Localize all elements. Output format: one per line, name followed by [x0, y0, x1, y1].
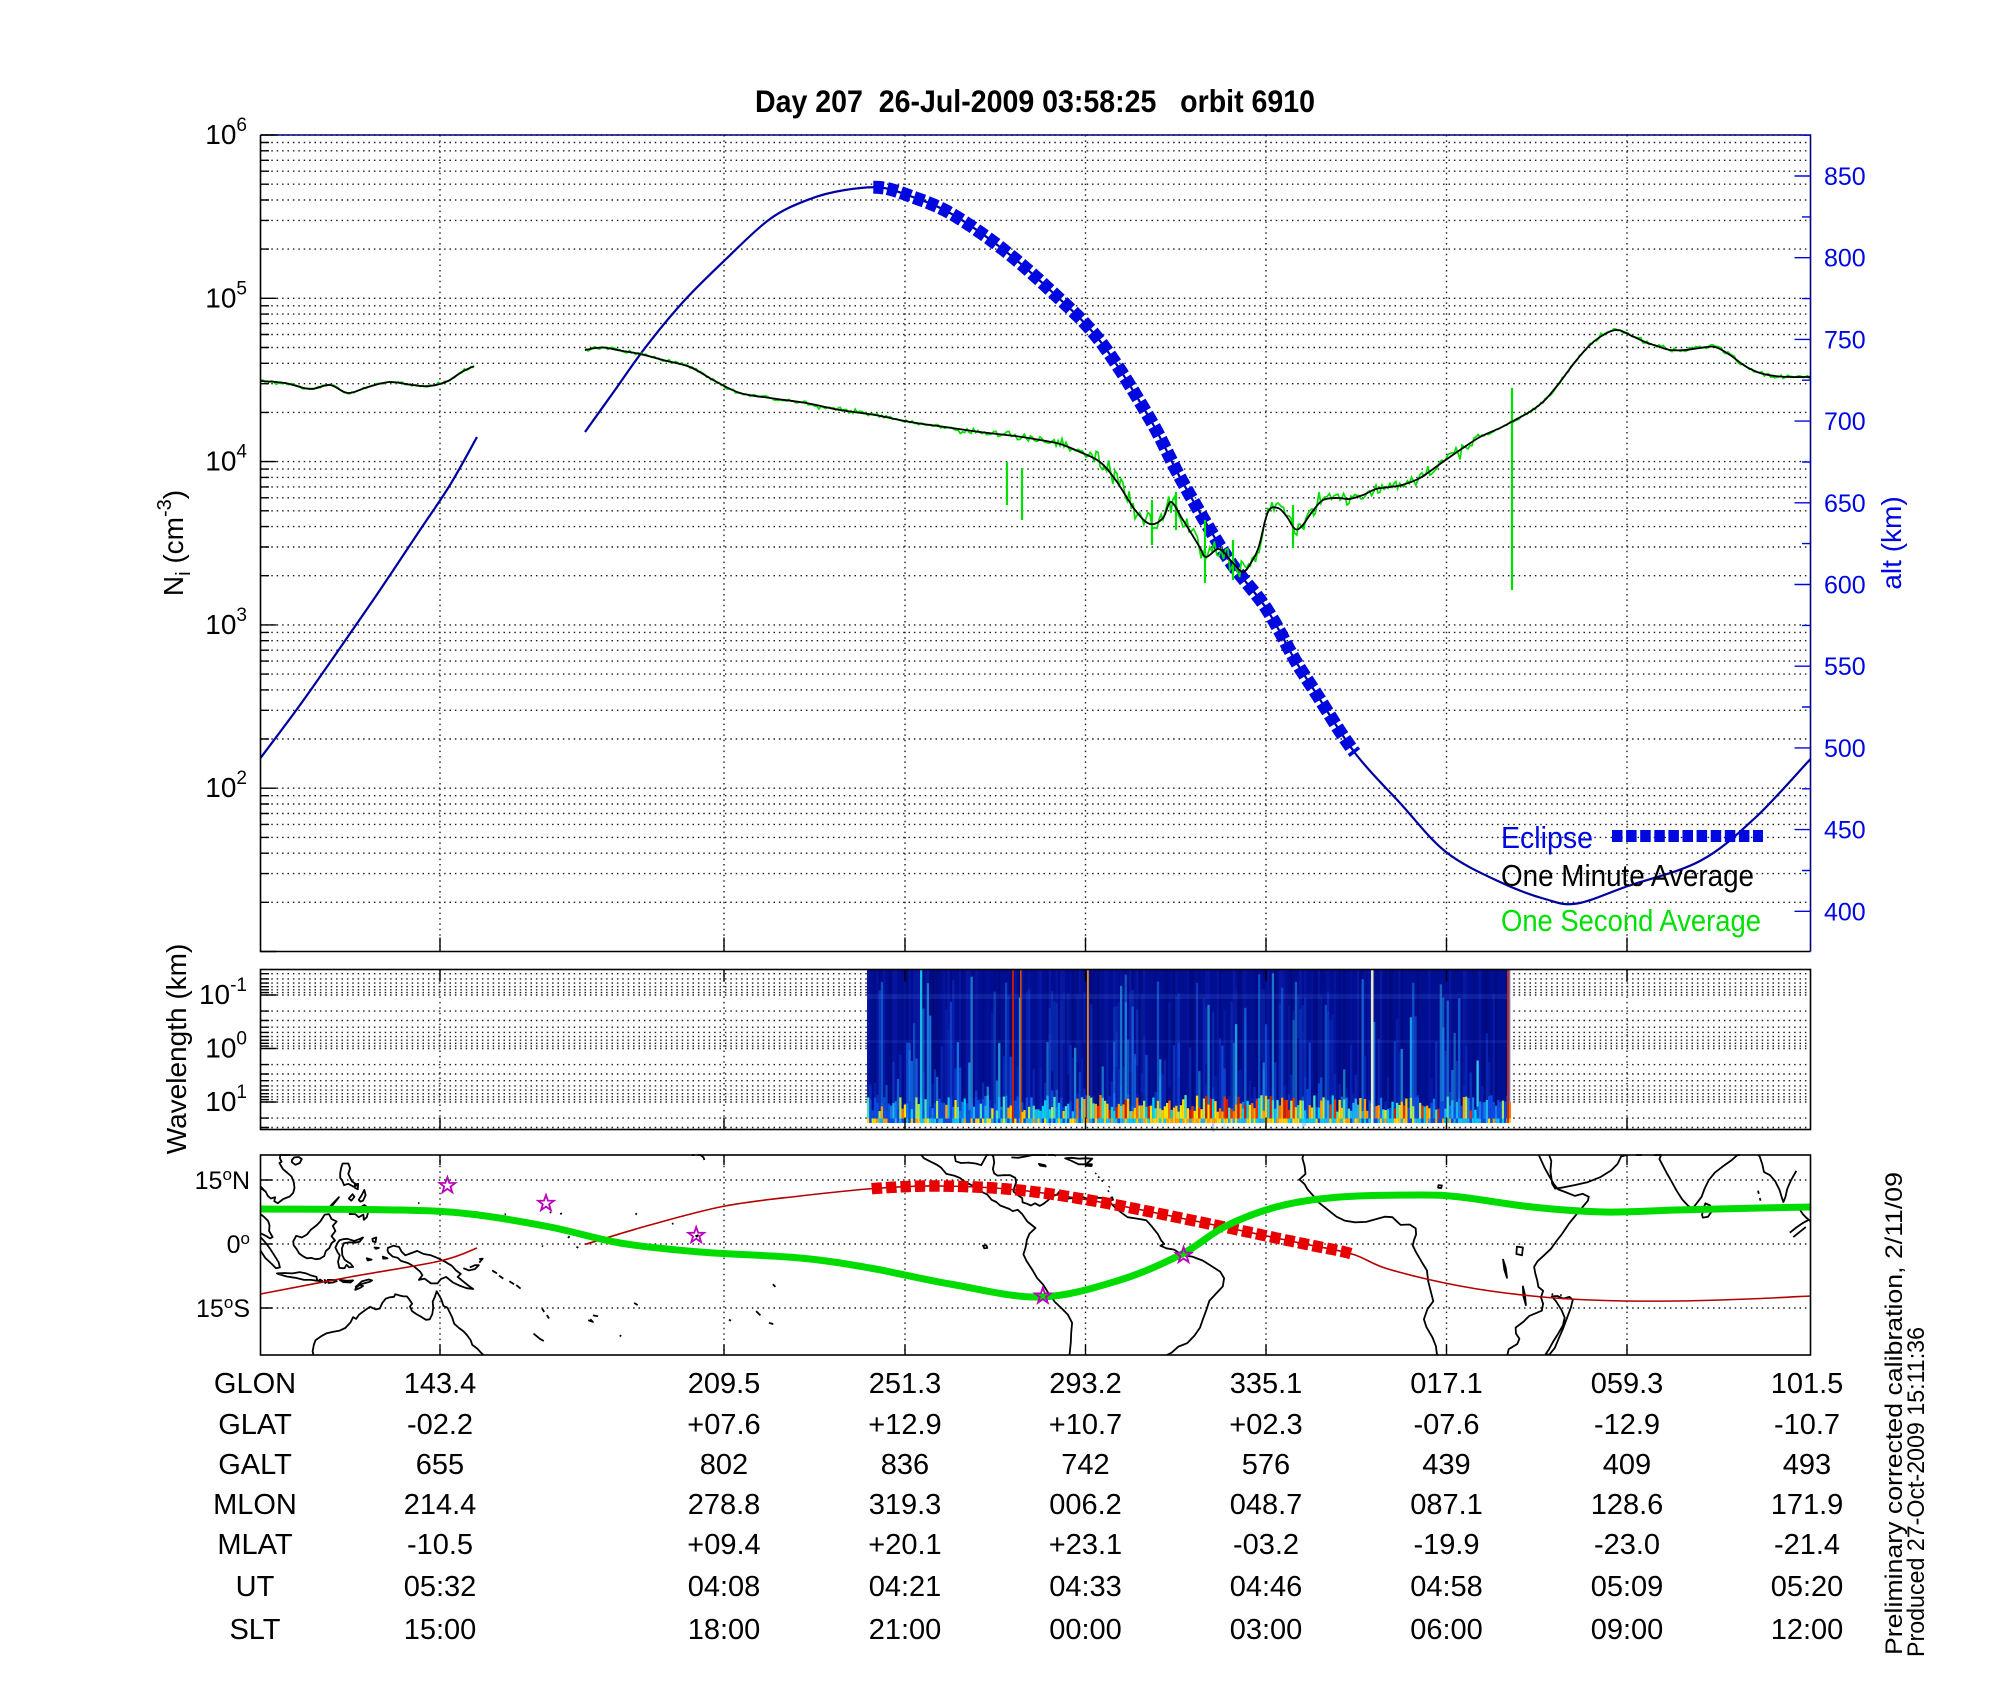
- svg-text:05:20: 05:20: [1771, 1571, 1844, 1603]
- svg-text:655: 655: [416, 1449, 464, 1481]
- svg-text:21:00: 21:00: [869, 1614, 942, 1646]
- svg-text:293.2: 293.2: [1049, 1368, 1122, 1400]
- svg-text:18:00: 18:00: [688, 1614, 761, 1646]
- svg-text:+23.1: +23.1: [1049, 1529, 1122, 1561]
- svg-text:Eclipse: Eclipse: [1501, 820, 1593, 855]
- svg-text:319.3: 319.3: [869, 1489, 942, 1521]
- svg-text:04:33: 04:33: [1049, 1571, 1122, 1603]
- svg-text:017.1: 017.1: [1410, 1368, 1483, 1400]
- svg-text:Preliminary corrected calibrat: Preliminary corrected calibration, 2/11/…: [1881, 1172, 1908, 1655]
- svg-text:-10.5: -10.5: [407, 1529, 473, 1561]
- svg-text:171.9: 171.9: [1771, 1489, 1844, 1521]
- svg-text:One Second Average: One Second Average: [1501, 903, 1761, 938]
- svg-text:+02.3: +02.3: [1229, 1409, 1302, 1441]
- svg-text:One Minute Average: One Minute Average: [1501, 858, 1754, 893]
- svg-text:12:00: 12:00: [1771, 1614, 1844, 1646]
- svg-text:-03.2: -03.2: [1233, 1529, 1299, 1561]
- svg-text:059.3: 059.3: [1591, 1368, 1664, 1400]
- svg-text:143.4: 143.4: [404, 1368, 477, 1400]
- svg-text:-02.2: -02.2: [407, 1409, 473, 1441]
- svg-text:04:58: 04:58: [1410, 1571, 1483, 1603]
- svg-text:03:00: 03:00: [1230, 1614, 1303, 1646]
- svg-text:GLAT: GLAT: [218, 1409, 292, 1441]
- svg-text:05:32: 05:32: [404, 1571, 477, 1603]
- svg-text:09:00: 09:00: [1591, 1614, 1664, 1646]
- svg-text:GALT: GALT: [218, 1449, 292, 1481]
- svg-text:Day 207 26-Jul-2009 03:58:25: Day 207 26-Jul-2009 03:58:25 orbit 6910: [755, 83, 1315, 119]
- svg-text:UT: UT: [236, 1571, 275, 1603]
- svg-text:335.1: 335.1: [1230, 1368, 1303, 1400]
- svg-text:-10.7: -10.7: [1774, 1409, 1840, 1441]
- svg-text:15oN: 15oN: [195, 1165, 250, 1195]
- svg-text:15:00: 15:00: [404, 1614, 477, 1646]
- svg-text:MLAT: MLAT: [217, 1529, 292, 1561]
- svg-text:550: 550: [1824, 653, 1866, 681]
- svg-text:-07.6: -07.6: [1413, 1409, 1479, 1441]
- svg-text:450: 450: [1824, 817, 1866, 845]
- svg-text:Wavelength (km): Wavelength (km): [161, 944, 192, 1155]
- svg-text:048.7: 048.7: [1230, 1489, 1303, 1521]
- svg-text:409: 409: [1603, 1449, 1651, 1481]
- svg-text:128.6: 128.6: [1591, 1489, 1664, 1521]
- svg-text:087.1: 087.1: [1410, 1489, 1483, 1521]
- svg-text:650: 650: [1824, 490, 1866, 518]
- svg-text:101.5: 101.5: [1771, 1368, 1844, 1400]
- svg-text:251.3: 251.3: [869, 1368, 942, 1400]
- svg-text:439: 439: [1422, 1449, 1470, 1481]
- svg-text:209.5: 209.5: [688, 1368, 761, 1400]
- svg-text:802: 802: [700, 1449, 748, 1481]
- svg-text:MLON: MLON: [213, 1489, 297, 1521]
- svg-text:576: 576: [1242, 1449, 1290, 1481]
- svg-text:600: 600: [1824, 572, 1866, 600]
- svg-text:-19.9: -19.9: [1413, 1529, 1479, 1561]
- svg-text:-23.0: -23.0: [1594, 1529, 1660, 1561]
- svg-text:+12.9: +12.9: [868, 1409, 941, 1441]
- svg-text:+07.6: +07.6: [687, 1409, 760, 1441]
- svg-text:-21.4: -21.4: [1774, 1529, 1840, 1561]
- svg-text:006.2: 006.2: [1049, 1489, 1122, 1521]
- svg-text:214.4: 214.4: [404, 1489, 477, 1521]
- svg-text:04:46: 04:46: [1230, 1571, 1303, 1603]
- svg-text:742: 742: [1061, 1449, 1109, 1481]
- svg-text:700: 700: [1824, 408, 1866, 436]
- svg-text:500: 500: [1824, 735, 1866, 763]
- svg-text:Ni (cm-3): Ni (cm-3): [154, 490, 195, 596]
- svg-text:alt (km): alt (km): [1876, 496, 1907, 589]
- svg-text:SLT: SLT: [229, 1614, 280, 1646]
- svg-text:800: 800: [1824, 245, 1866, 273]
- svg-text:400: 400: [1824, 898, 1866, 926]
- svg-text:850: 850: [1824, 163, 1866, 191]
- svg-text:15oS: 15oS: [196, 1293, 250, 1323]
- svg-text:836: 836: [881, 1449, 929, 1481]
- svg-text:06:00: 06:00: [1410, 1614, 1483, 1646]
- svg-text:GLON: GLON: [214, 1368, 296, 1400]
- svg-text:+10.7: +10.7: [1049, 1409, 1122, 1441]
- svg-text:+09.4: +09.4: [687, 1529, 760, 1561]
- svg-text:00:00: 00:00: [1049, 1614, 1122, 1646]
- svg-text:05:09: 05:09: [1591, 1571, 1664, 1603]
- svg-text:493: 493: [1783, 1449, 1831, 1481]
- svg-text:278.8: 278.8: [688, 1489, 761, 1521]
- svg-text:04:08: 04:08: [688, 1571, 761, 1603]
- svg-text:100: 100: [205, 1029, 247, 1064]
- svg-text:750: 750: [1824, 326, 1866, 354]
- svg-text:04:21: 04:21: [869, 1571, 942, 1603]
- svg-text:+20.1: +20.1: [868, 1529, 941, 1561]
- svg-text:-12.9: -12.9: [1594, 1409, 1660, 1441]
- svg-text:Produced 27-Oct-2009 15:11:36: Produced 27-Oct-2009 15:11:36: [1903, 1327, 1930, 1657]
